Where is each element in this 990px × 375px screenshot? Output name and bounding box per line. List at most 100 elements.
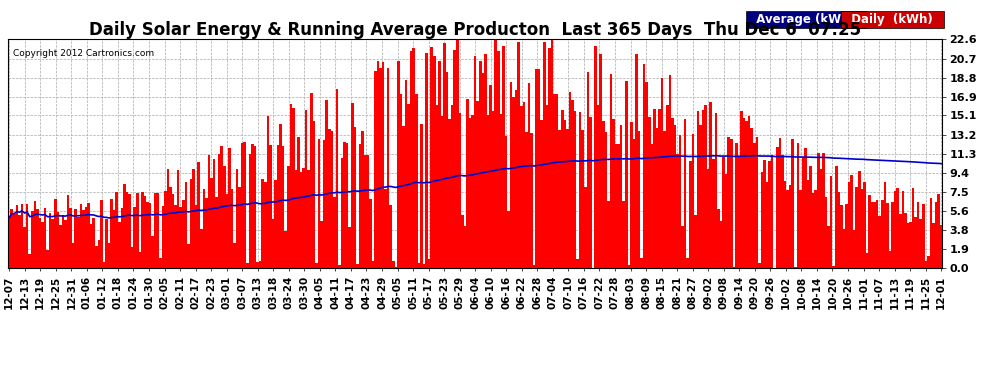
Bar xyxy=(44,208,47,268)
Bar xyxy=(597,105,599,268)
Bar xyxy=(244,141,247,268)
Bar xyxy=(341,158,344,268)
Bar xyxy=(476,101,479,268)
Bar xyxy=(279,124,282,268)
Bar xyxy=(736,143,738,268)
Bar xyxy=(289,104,292,268)
Bar xyxy=(725,174,728,268)
Bar xyxy=(77,217,79,268)
Bar xyxy=(82,210,85,268)
Bar xyxy=(42,222,44,268)
Bar xyxy=(426,54,428,268)
Bar xyxy=(121,208,123,268)
Bar xyxy=(728,137,730,268)
Bar xyxy=(510,82,513,268)
Bar xyxy=(876,200,878,268)
Bar xyxy=(108,243,110,268)
Bar xyxy=(753,143,755,268)
Bar xyxy=(436,105,438,268)
Bar xyxy=(305,110,308,268)
Bar xyxy=(555,94,558,268)
Bar xyxy=(881,200,884,268)
Bar xyxy=(328,129,331,268)
Bar xyxy=(223,166,226,268)
Bar xyxy=(842,229,845,268)
Bar xyxy=(513,96,515,268)
Bar xyxy=(172,194,174,268)
Bar xyxy=(804,148,807,268)
Bar xyxy=(74,210,77,268)
Bar xyxy=(351,103,353,268)
Bar xyxy=(49,213,51,268)
Bar xyxy=(297,138,300,268)
Bar xyxy=(776,147,778,268)
Bar xyxy=(733,267,736,268)
Bar xyxy=(684,119,686,268)
Bar xyxy=(258,261,261,268)
Bar xyxy=(561,110,563,268)
Bar xyxy=(666,105,668,268)
Bar xyxy=(251,144,253,268)
Bar xyxy=(850,175,852,268)
Bar xyxy=(346,143,348,268)
Bar xyxy=(602,121,605,268)
Bar xyxy=(208,155,210,268)
Bar xyxy=(689,161,692,268)
Bar xyxy=(151,236,153,268)
Bar xyxy=(284,231,287,268)
Bar xyxy=(113,210,116,268)
Bar xyxy=(31,211,34,268)
Bar xyxy=(694,215,697,268)
Bar xyxy=(912,188,915,268)
Bar xyxy=(326,100,328,268)
Bar xyxy=(179,207,182,268)
Bar xyxy=(738,158,741,268)
Bar xyxy=(484,54,487,268)
Bar xyxy=(241,142,244,268)
Bar xyxy=(405,80,407,268)
Bar xyxy=(428,259,431,268)
Bar xyxy=(47,250,49,268)
Bar xyxy=(704,105,707,268)
Bar xyxy=(131,247,134,268)
Bar xyxy=(18,215,21,268)
Bar xyxy=(353,127,356,268)
Text: Copyright 2012 Cartronics.com: Copyright 2012 Cartronics.com xyxy=(13,48,153,57)
Bar xyxy=(100,200,103,268)
Bar xyxy=(39,218,42,268)
Bar xyxy=(469,118,471,268)
Bar xyxy=(203,189,205,268)
Bar xyxy=(395,267,397,268)
Bar xyxy=(16,205,18,268)
Bar xyxy=(339,266,341,268)
Text: Daily  (kWh): Daily (kWh) xyxy=(843,13,941,26)
Bar xyxy=(182,200,184,268)
Bar xyxy=(863,182,865,268)
Bar xyxy=(239,187,241,268)
Bar xyxy=(369,199,371,268)
Bar xyxy=(673,125,676,268)
Bar xyxy=(636,54,638,268)
Bar xyxy=(105,219,108,268)
Bar xyxy=(402,126,405,268)
Bar xyxy=(348,227,351,268)
Bar xyxy=(363,155,366,268)
Bar xyxy=(51,219,54,268)
Bar xyxy=(292,108,295,268)
Bar xyxy=(174,205,177,268)
Bar xyxy=(802,157,804,268)
Bar xyxy=(277,145,279,268)
Bar xyxy=(269,145,271,268)
Bar xyxy=(833,266,835,268)
Bar xyxy=(318,139,321,268)
Bar xyxy=(922,204,925,268)
Bar xyxy=(747,116,750,268)
Bar xyxy=(865,254,868,268)
Bar xyxy=(873,202,876,268)
Bar xyxy=(123,184,126,268)
Bar xyxy=(845,204,847,268)
Bar xyxy=(308,170,310,268)
Bar xyxy=(663,131,666,268)
Bar xyxy=(658,109,661,268)
Bar xyxy=(550,39,553,268)
